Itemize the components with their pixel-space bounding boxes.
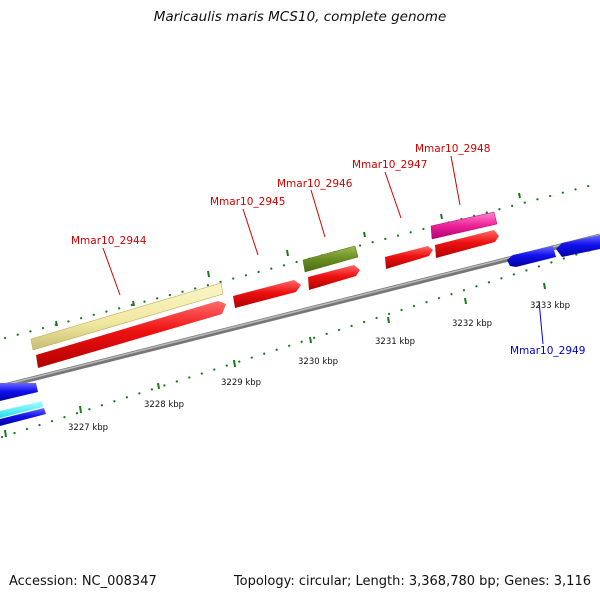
- tick-label-3233: 3233 kbp: [530, 301, 570, 311]
- accession-text: Accession: NC_008347: [9, 574, 157, 589]
- genome-summary-text: Topology: circular; Length: 3,368,780 bp…: [233, 574, 591, 589]
- cds-2948-cds[interactable]: [435, 230, 499, 258]
- cds-2944[interactable]: [36, 301, 226, 368]
- cds-reverse-features[interactable]: [507, 235, 600, 267]
- cds-2945[interactable]: [233, 280, 301, 308]
- outer-scale-major-ticks: [55, 192, 521, 327]
- inner-scale-major-ticks: [4, 282, 546, 438]
- tick-label-3232: 3232 kbp: [452, 319, 492, 329]
- gene-labels: Mmar10_2944 Mmar10_2945 Mmar10_2946 Mmar…: [71, 143, 585, 357]
- gene-label-2947[interactable]: Mmar10_2947: [352, 159, 427, 171]
- gene-label-2946[interactable]: Mmar10_2946: [277, 178, 353, 190]
- left-edge-features[interactable]: [0, 383, 46, 426]
- rna-2948[interactable]: [430, 211, 498, 240]
- gene-callout-lines: [102, 155, 544, 345]
- tick-label-3227: 3227 kbp: [68, 423, 108, 433]
- tick-label-3231: 3231 kbp: [375, 337, 415, 347]
- gene-label-2949[interactable]: Mmar10_2949: [510, 345, 585, 357]
- kbp-tick-labels: 3227 kbp 3228 kbp 3229 kbp 3230 kbp 3231…: [68, 301, 570, 433]
- inner-scale-dots: [0, 245, 600, 439]
- cds-2949[interactable]: [507, 246, 556, 267]
- cds-reverse-left[interactable]: [0, 383, 38, 401]
- tick-label-3230: 3230 kbp: [298, 357, 338, 367]
- gene-track-2944[interactable]: [30, 282, 224, 351]
- gc-content-left: [0, 401, 43, 418]
- tick-label-3229: 3229 kbp: [221, 378, 261, 388]
- cds-2947[interactable]: [385, 246, 433, 269]
- gene-label-2945[interactable]: Mmar10_2945: [210, 196, 285, 208]
- cds-2950[interactable]: [556, 235, 600, 257]
- tick-label-3228: 3228 kbp: [144, 400, 184, 410]
- genome-backbone: [0, 233, 600, 390]
- map-title: Maricaulis maris MCS10, complete genome: [153, 9, 447, 25]
- gene-label-2944[interactable]: Mmar10_2944: [71, 235, 147, 247]
- feature-2946[interactable]: [302, 245, 359, 273]
- cds-reverse-left-2[interactable]: [0, 408, 46, 426]
- cds-forward-features[interactable]: [36, 230, 499, 368]
- cds-2946[interactable]: [308, 265, 360, 290]
- gene-label-2948[interactable]: Mmar10_2948: [415, 143, 490, 155]
